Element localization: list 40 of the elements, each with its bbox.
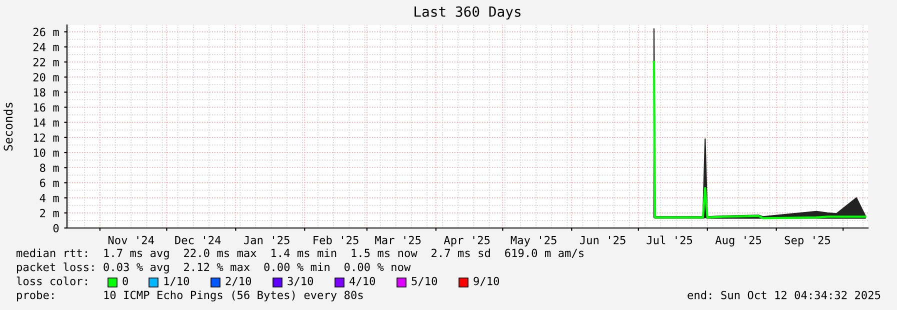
x-tick-label: Jul '25 [646, 236, 692, 244]
x-tick-label: Jun '25 [580, 236, 626, 244]
legend-label: 3/10 [288, 276, 314, 286]
y-tick-label: 2 m [40, 208, 59, 218]
y-tick-label: 10 m [34, 148, 59, 157]
y-tick-label: 6 m [40, 178, 59, 188]
x-tick-label: Aug '25 [715, 236, 762, 246]
y-tick-label: 20 m [33, 73, 59, 82]
y-tick-label: 18 m [34, 88, 59, 97]
y-tick-label: 12 m [34, 133, 59, 142]
text: packet loss: 0.03 % avg 2.12 % max 0.00 % min 0.00 % now [17, 262, 411, 274]
y-tick-label: 0 [53, 224, 59, 232]
legend-label: 5/10 [412, 276, 438, 286]
y-tick-label: 22 m [33, 58, 59, 66]
y-tick-label: 8 m [40, 164, 59, 172]
legend-title: loss color: [16, 276, 87, 286]
text: end: Sun Oct 12 04:34:32 2025 [688, 290, 880, 300]
x-tick-label: Mar '25 [375, 236, 421, 244]
y-tick-label: 24 m [33, 42, 59, 52]
x-tick-label: May '25 [510, 236, 556, 246]
x-tick-label: Nov '24 [108, 236, 154, 244]
y-tick-label: 26 m [33, 28, 59, 36]
x-tick-label: Sep '25 [784, 236, 830, 246]
line-series [652, 60, 866, 220]
legend-label: 4/10 [350, 276, 376, 286]
chart-title: Last 360 Days [414, 6, 520, 20]
y-tick-label: 14 m [34, 118, 59, 127]
legend-label: 9/10 [474, 276, 500, 286]
text: probe: 10 ICMP Echo Pings (56 Bytes) every 80s [17, 290, 363, 302]
x-tick-label: Apr '25 [444, 236, 490, 246]
legend-label: 0 [122, 276, 128, 286]
x-tick-label: Feb '25 [314, 236, 358, 244]
text: median rtt: 1.7 ms avg 22.0 ms max 1.4 ms min 1.5 ms now 2.7 ms sd 619.0 m am/s [16, 248, 584, 260]
y-tick-label: 16 m [34, 103, 59, 112]
y-axis-title: Seconds [4, 102, 13, 151]
legend-label: 1/10 [164, 276, 190, 286]
y-tick-label: 4 m [40, 194, 59, 202]
x-tick-label: Dec '24 [175, 236, 221, 244]
legend-label: 2/10 [226, 276, 252, 286]
x-tick-label: Jan '25 [244, 236, 290, 244]
